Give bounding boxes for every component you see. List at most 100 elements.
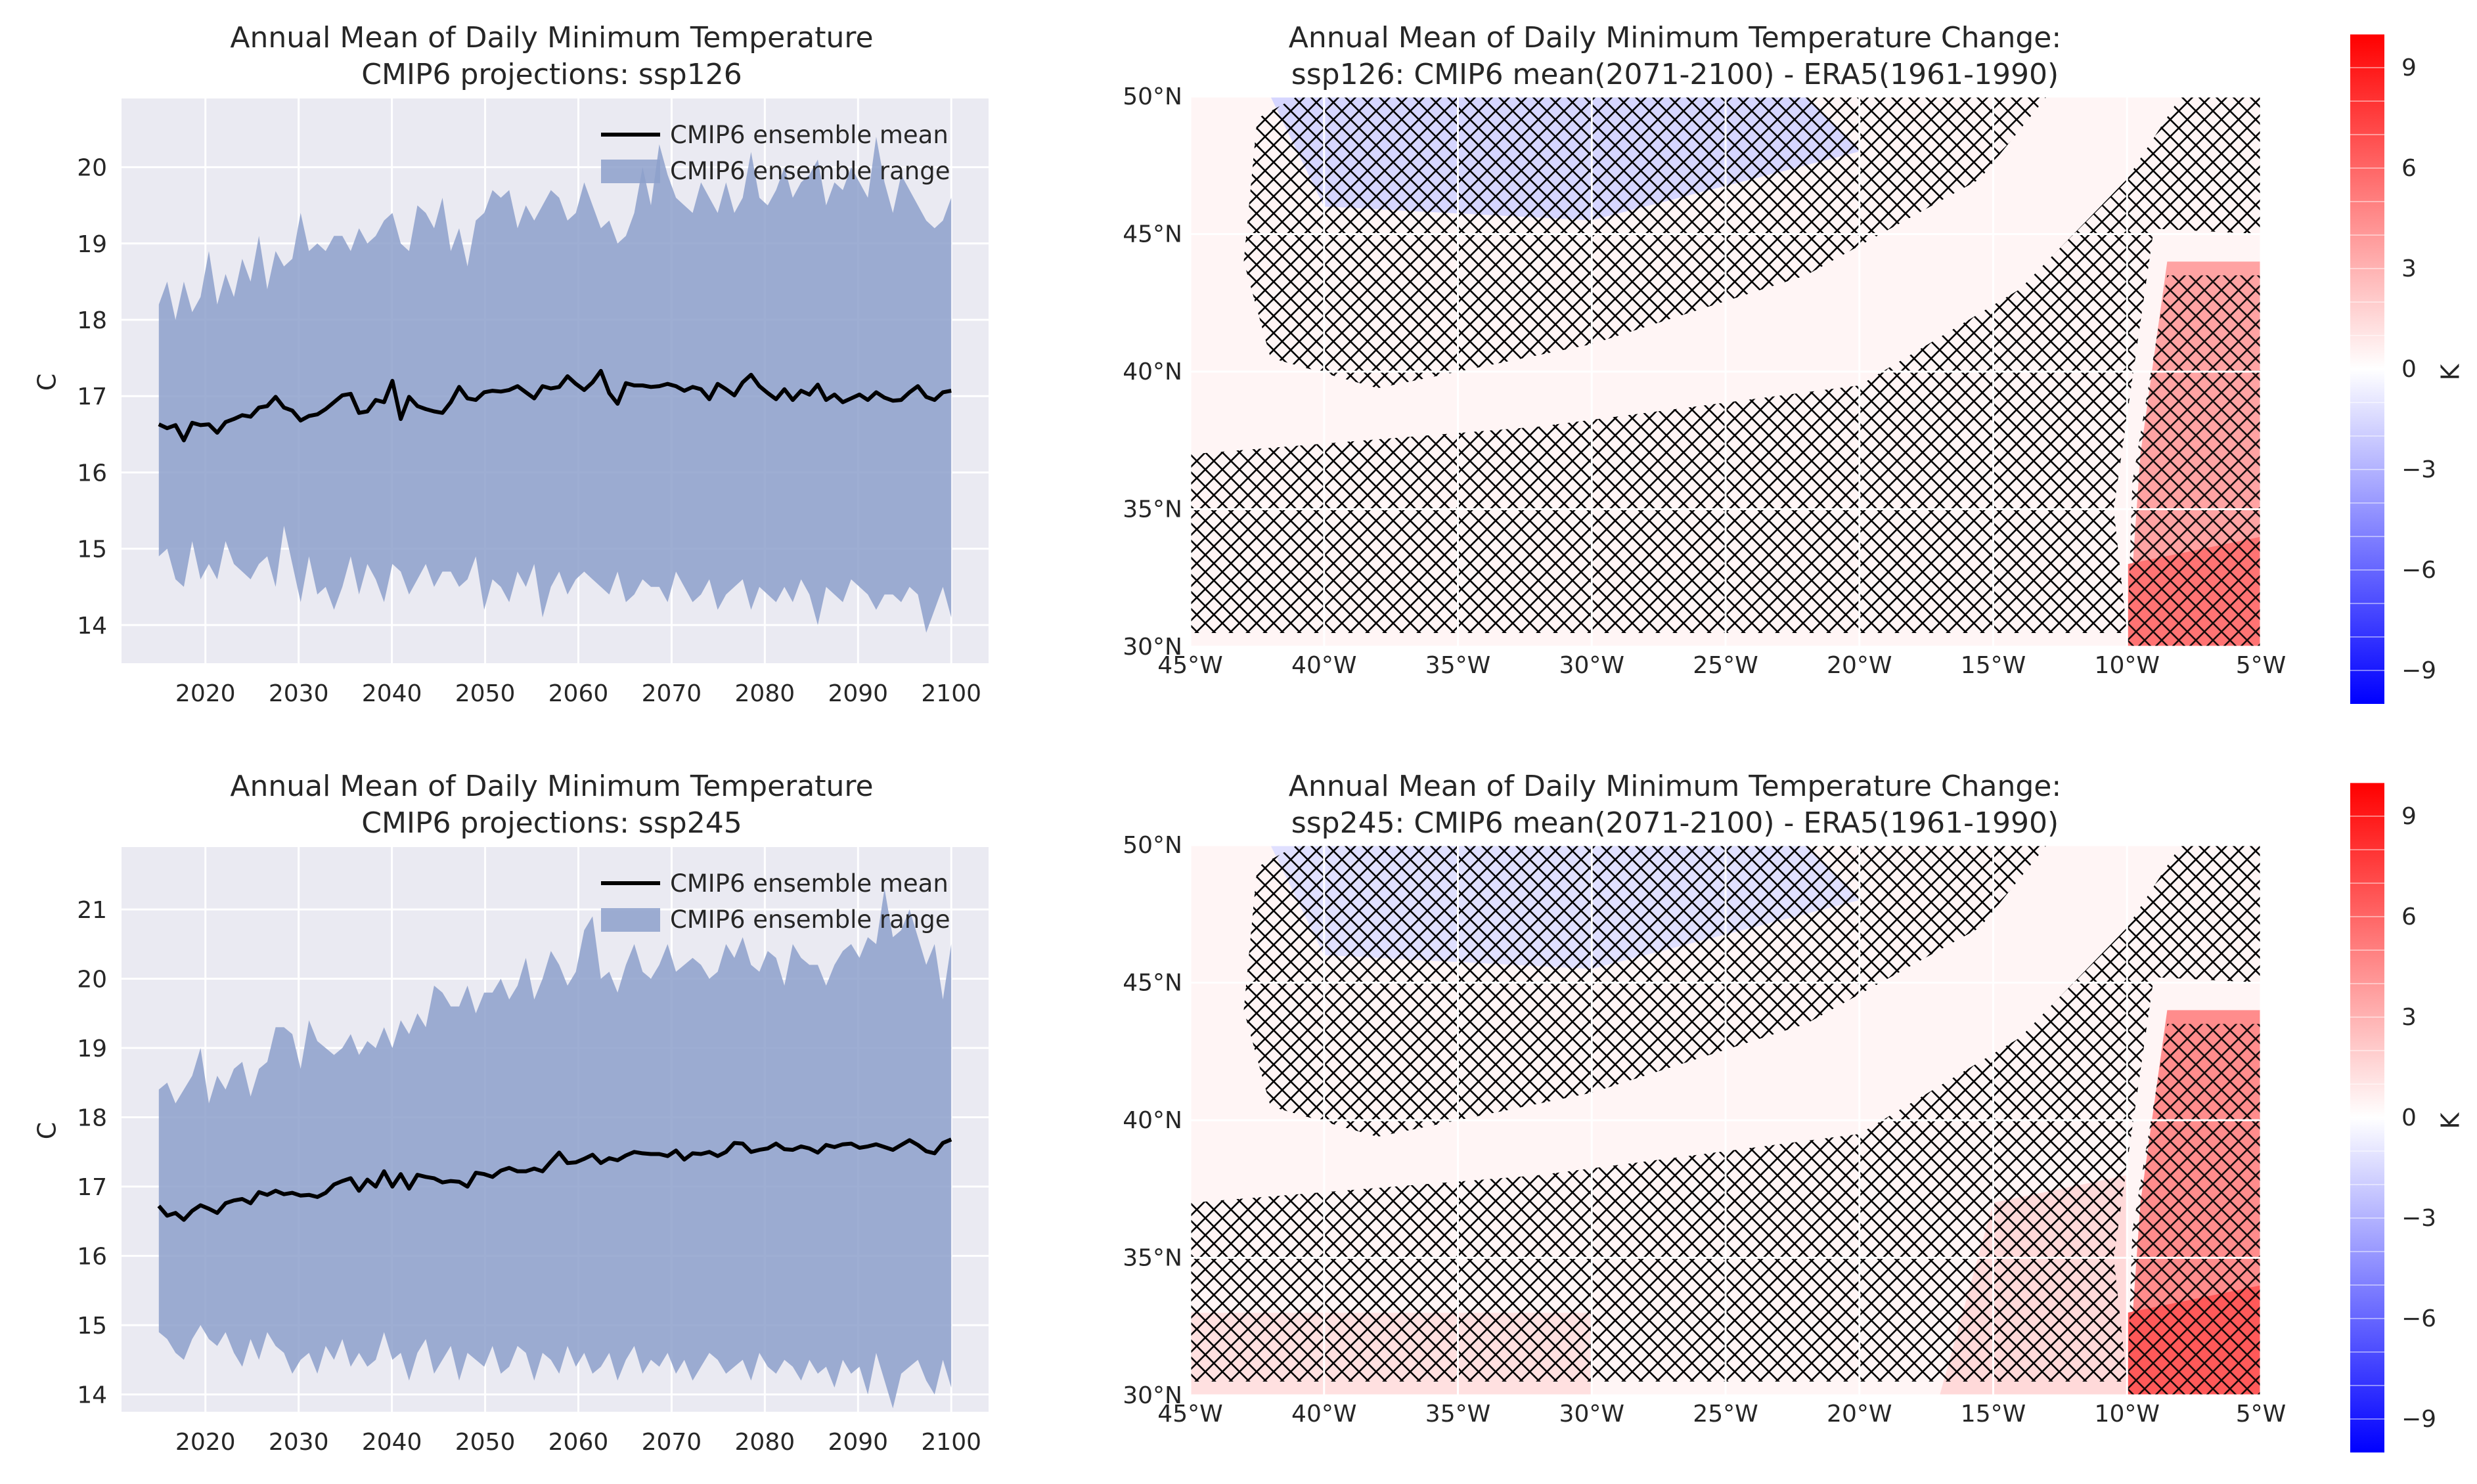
ssp126-ts-legend-mean-label: CMIP6 ensemble mean — [670, 121, 948, 149]
ssp245-ts-y-tick-label: 21 — [77, 897, 107, 924]
ssp126-ts-ensemble-range-band — [158, 137, 952, 633]
ssp126-map-hatch-north — [1243, 97, 2047, 389]
ssp245-map-colorbar-tick-label: 3 — [2401, 1004, 2417, 1031]
ssp126-ts-y-tick-label: 15 — [77, 536, 107, 563]
ssp245-ts-y-tick-label: 15 — [77, 1313, 107, 1340]
ssp126-map-lon-tick-label: 10°W — [2095, 652, 2160, 679]
ssp245-ts-title-line2: CMIP6 projections: ssp245 — [361, 806, 742, 840]
ssp126-map-map-gridlines — [1189, 95, 2262, 648]
ssp126-change-map: Annual Mean of Daily Minimum Temperature… — [1077, 0, 2477, 735]
ssp126-ts-plot: 2020 2030 2040 2050 2060 2070 2080 2090 2100 14 15… — [77, 98, 989, 707]
ssp245-map-lon-tick-label: 40°W — [1291, 1401, 1356, 1428]
ssp126-ts-y-tick-label: 20 — [77, 155, 107, 182]
ssp245-map-colorbar-tick-label: 6 — [2401, 904, 2417, 930]
ssp245-map-colorbar-tick-label: −6 — [2401, 1305, 2436, 1332]
ssp245-map-colorbar-tick-label: −9 — [2401, 1406, 2436, 1433]
ssp245-map-lon-tick-label: 45°W — [1157, 1401, 1222, 1428]
ssp245-ts-y-tick-label: 19 — [77, 1036, 107, 1062]
ssp126-map-lon-tick-label: 35°W — [1425, 652, 1490, 679]
ssp245-map-lon-tick-label: 15°W — [1961, 1401, 2026, 1428]
ssp245-ts-legend-range-swatch — [601, 908, 660, 932]
ssp245-map-lat-tick-label: 40°N — [1123, 1107, 1182, 1134]
ssp126-map-lon-tick-label: 20°W — [1827, 652, 1892, 679]
ssp126-map-title-line2: ssp126: CMIP6 mean(2071-2100) - ERA5(196… — [1291, 58, 2059, 91]
ssp245-ts-x-tick-label: 2050 — [455, 1429, 516, 1456]
ssp245-ts-legend-range-label: CMIP6 ensemble range — [670, 906, 950, 934]
ssp245-ts-x-tick-label: 2060 — [548, 1429, 609, 1456]
ssp245-ts-ensemble-mean-line — [157, 1137, 952, 1222]
ssp126-timeseries-chart: Annual Mean of Daily Minimum Temperature… — [0, 0, 1025, 735]
ssp126-map-lon-tick-label: 40°W — [1291, 652, 1356, 679]
ssp126-ts-title: Annual Mean of Daily Minimum Temperature… — [118, 20, 985, 93]
ssp245-map-lon-tick-label: 10°W — [2095, 1401, 2160, 1428]
ssp245-ts-x-tick-label: 2090 — [828, 1429, 888, 1456]
ssp245-map-title-line2: ssp245: CMIP6 mean(2071-2100) - ERA5(196… — [1291, 806, 2059, 840]
ssp245-map-hatch-east — [2127, 1024, 2261, 1395]
ssp245-ts-x-tick-label: 2020 — [175, 1429, 236, 1456]
ssp245-map-plot: 45°W 40°W 35°W 30°W 25°W 20°W 15°W 10°W 5°W 50°N 4… — [1123, 782, 2436, 1452]
ssp126-ts-x-tick-label: 2060 — [548, 680, 609, 707]
ssp245-colorbar-label: K — [2436, 1112, 2465, 1129]
ssp245-change-map: Annual Mean of Daily Minimum Temperature… — [1077, 749, 2477, 1484]
ssp126-map-lat-tick-label: 45°N — [1123, 221, 1182, 248]
ssp126-ts-title-line2: CMIP6 projections: ssp126 — [361, 58, 742, 91]
ssp126-ts-y-tick-label: 14 — [77, 613, 107, 640]
ssp126-map-hatch-east — [2127, 275, 2261, 647]
ssp245-ts-y-tick-label: 18 — [77, 1105, 107, 1132]
ssp245-map-lon-tick-label: 25°W — [1693, 1401, 1758, 1428]
ssp245-timeseries-chart: Annual Mean of Daily Minimum Temperature… — [0, 749, 1025, 1484]
ssp126-map-lon-tick-label: 5°W — [2236, 652, 2287, 679]
ssp126-map-colorbar-tick-label: 3 — [2401, 255, 2417, 282]
ssp245-map-lon-tick-label: 30°W — [1559, 1401, 1624, 1428]
ssp126-map-title-line1: Annual Mean of Daily Minimum Temperature… — [1288, 21, 2062, 55]
ssp126-map-colorbar-tick-label: 0 — [2401, 356, 2417, 383]
ssp126-ts-x-tick-label: 2030 — [269, 680, 329, 707]
ssp245-ts-x-tick-label: 2030 — [269, 1429, 329, 1456]
ssp126-map-lat-tick-label: 40°N — [1123, 359, 1182, 385]
ssp126-map-colorbar-tick-label: −9 — [2401, 657, 2436, 684]
ssp245-ts-plot: 2020 2030 2040 2050 2060 2070 2080 2090 2100 14 15… — [77, 847, 989, 1456]
ssp126-ts-title-line1: Annual Mean of Daily Minimum Temperature — [230, 21, 874, 55]
ssp245-ts-x-tick-label: 2100 — [921, 1429, 981, 1456]
ssp126-ts-x-tick-label: 2050 — [455, 680, 516, 707]
ssp245-map-title-line1: Annual Mean of Daily Minimum Temperature… — [1288, 770, 2062, 803]
ssp245-ts-ylabel: C — [32, 1122, 62, 1140]
ssp245-map-colorbar-tick-label: 9 — [2401, 803, 2417, 830]
ssp126-map-lon-tick-label: 15°W — [1961, 652, 2026, 679]
ssp126-map-plot: 45°W 40°W 35°W 30°W 25°W 20°W 15°W 10°W 5°W 50°N 4… — [1123, 33, 2436, 704]
ssp245-map-lon-tick-label: 35°W — [1425, 1401, 1490, 1428]
ssp126-map-title: Annual Mean of Daily Minimum Temperature… — [1241, 20, 2109, 93]
ssp126-map-colorbar-tick-label: −6 — [2401, 557, 2436, 584]
ssp245-ts-x-tick-label: 2080 — [735, 1429, 795, 1456]
ssp245-map-lon-tick-label: 20°W — [1827, 1401, 1892, 1428]
ssp126-ts-y-tick-label: 17 — [77, 383, 107, 410]
ssp126-ts-y-tick-label: 16 — [77, 460, 107, 487]
ssp126-map-lat-tick-label: 35°N — [1123, 496, 1182, 523]
ssp126-colorbar-label: K — [2436, 364, 2465, 381]
ssp245-map-lat-tick-label: 30°N — [1123, 1382, 1182, 1409]
ssp245-map-colorbar-tick-label: −3 — [2401, 1205, 2436, 1232]
ssp245-ts-x-tick-label: 2040 — [362, 1429, 422, 1456]
ssp126-ts-y-tick-label: 19 — [77, 231, 107, 258]
ssp126-ts-x-tick-label: 2040 — [362, 680, 422, 707]
ssp126-map-lat-tick-label: 30°N — [1123, 634, 1182, 661]
ssp245-map-hatch-north — [1243, 845, 2047, 1137]
ssp126-ts-ensemble-mean-line — [158, 368, 952, 443]
ssp245-ts-title: Annual Mean of Daily Minimum Temperature… — [118, 768, 985, 842]
ssp126-ts-legend-range-swatch — [601, 160, 660, 183]
ssp245-ts-legend-mean-label: CMIP6 ensemble mean — [670, 869, 948, 898]
ssp245-ts-y-tick-label: 20 — [77, 966, 107, 993]
ssp126-map-colorbar-tick-label: 6 — [2401, 155, 2417, 182]
ssp126-map-lat-tick-label: 50°N — [1123, 83, 1182, 110]
ssp245-ts-title-line1: Annual Mean of Daily Minimum Temperature — [230, 770, 874, 803]
ssp245-map-lat-tick-label: 35°N — [1123, 1245, 1182, 1272]
ssp245-ts-y-tick-label: 16 — [77, 1244, 107, 1271]
ssp245-map-title: Annual Mean of Daily Minimum Temperature… — [1241, 768, 2109, 842]
ssp245-ts-x-tick-label: 2070 — [642, 1429, 702, 1456]
ssp245-map-lat-tick-label: 45°N — [1123, 970, 1182, 997]
ssp245-map-map-gridlines — [1189, 844, 2262, 1397]
ssp245-ts-y-tick-label: 14 — [77, 1382, 107, 1409]
ssp126-ts-legend-range-label: CMIP6 ensemble range — [670, 157, 950, 185]
ssp245-ts-ensemble-range-band — [158, 888, 952, 1408]
ssp126-map-lon-tick-label: 30°W — [1559, 652, 1624, 679]
